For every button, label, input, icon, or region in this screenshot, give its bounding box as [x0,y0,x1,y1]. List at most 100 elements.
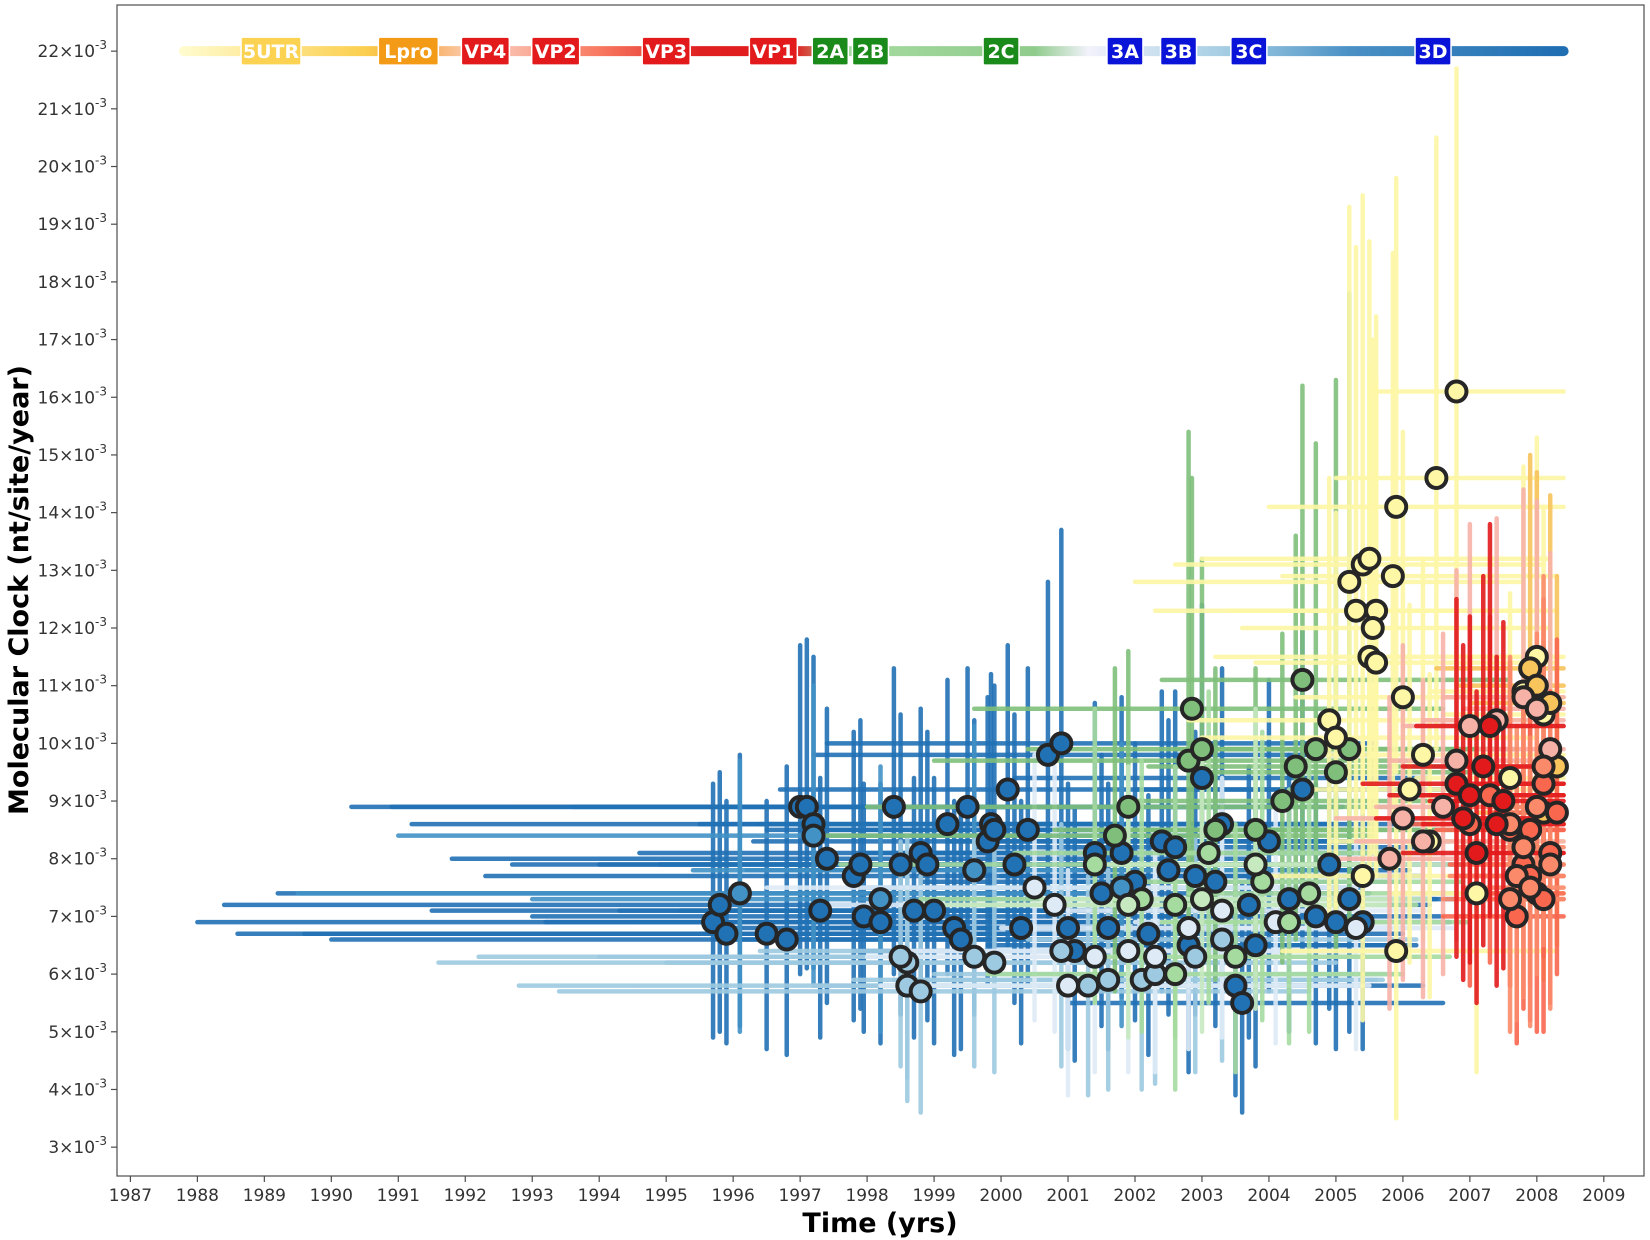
gene-label-box [530,36,581,66]
data-point [1116,794,1141,819]
data-point [714,921,739,946]
gene-label-text: 2C [987,41,1014,63]
data-point [922,898,947,923]
y-axis: 3×10-3 4×10-3 5×10-3 6×10-3 7×10-3 8×10-3 9×10… [38,38,117,1158]
gene-label-2b: 2B [851,36,890,66]
data-point [774,927,799,952]
y-tick-label: 20×10-3 [38,154,107,178]
data-point [1384,494,1409,519]
x-tick-label: 2005 [1314,1186,1357,1206]
x-tick-label: 2008 [1515,1186,1558,1206]
data-point [1457,714,1482,739]
data-point [1096,915,1121,940]
data-point [1498,887,1523,912]
data-point [1022,875,1047,900]
data-point [1323,760,1348,785]
x-tick-label: 2001 [1046,1186,1089,1206]
data-point [1377,846,1402,871]
data-point [1357,546,1382,571]
data-point [1049,731,1074,756]
gene-label-vp3: VP3 [641,36,691,66]
data-point [1163,892,1188,917]
data-point [1196,840,1221,865]
data-point [1390,685,1415,710]
y-tick-label: 11×10-3 [38,673,107,697]
x-tick-label: 1994 [578,1186,621,1206]
gene-label-3d: 3D [1414,36,1452,66]
data-point [1360,615,1385,640]
data-point [1163,835,1188,860]
y-tick-label: 12×10-3 [38,615,107,639]
data-point [1498,765,1523,790]
data-point [1531,754,1556,779]
data-point [1410,742,1435,767]
data-point [1410,829,1435,854]
data-point [1002,852,1027,877]
x-tick-label: 1996 [712,1186,755,1206]
data-point [915,852,940,877]
data-point [1303,904,1328,929]
data-point [888,852,913,877]
gene-label-box [1230,36,1268,66]
data-point [1277,910,1302,935]
data-point [1297,881,1322,906]
data-point [1056,973,1081,998]
y-tick-label: 19×10-3 [38,211,107,235]
data-point [1491,789,1516,814]
data-point [1156,858,1181,883]
data-point [1210,898,1235,923]
gene-label-2a: 2A [811,36,850,66]
gene-label-vp4: VP4 [460,36,511,66]
x-axis-title: Time (yrs) [802,1208,957,1239]
x-tick-label: 2002 [1113,1186,1156,1206]
data-point [881,794,906,819]
gene-label-box [811,36,850,66]
data-point [1163,962,1188,987]
data-point [1116,939,1141,964]
data-point [1230,990,1255,1015]
data-point [1189,887,1214,912]
x-tick-label: 2006 [1381,1186,1424,1206]
gene-label-box [1106,36,1144,66]
data-point [948,927,973,952]
gene-label-text: 2B [857,41,885,63]
data-point [1344,915,1369,940]
gene-label-3a: 3A [1106,36,1144,66]
gene-label-box [1414,36,1452,66]
gene-label-box [851,36,890,66]
x-tick-label: 1988 [176,1186,219,1206]
gene-label-box [748,36,799,66]
gene-label-box [1159,36,1198,66]
data-point [1337,887,1362,912]
gene-label-text: 3B [1165,41,1193,63]
y-tick-label: 5×10-3 [48,1019,107,1043]
x-tick-label: 2007 [1448,1186,1491,1206]
data-point [962,858,987,883]
data-point [1223,944,1248,969]
gene-label-text: 3D [1419,41,1448,63]
gene-label-box [460,36,511,66]
gene-label-5utr: 5UTR [240,36,302,66]
data-point [1471,754,1496,779]
y-tick-label: 6×10-3 [48,961,107,985]
data-point [1210,927,1235,952]
y-tick-label: 15×10-3 [38,442,107,466]
data-point [1323,910,1348,935]
data-point [1015,817,1040,842]
data-point [1464,840,1489,865]
data-point [1096,967,1121,992]
data-point [1431,794,1456,819]
data-point [1243,817,1268,842]
x-tick-label: 2000 [979,1186,1022,1206]
data-point [982,950,1007,975]
data-point [1176,915,1201,940]
data-point [1484,812,1509,837]
gene-label-2c: 2C [982,36,1020,66]
data-point [1397,777,1422,802]
data-point [1243,933,1268,958]
data-point [1203,869,1228,894]
y-tick-label: 16×10-3 [38,384,107,408]
data-point [1042,892,1067,917]
x-tick-label: 1993 [511,1186,554,1206]
x-tick-label: 1997 [778,1186,821,1206]
